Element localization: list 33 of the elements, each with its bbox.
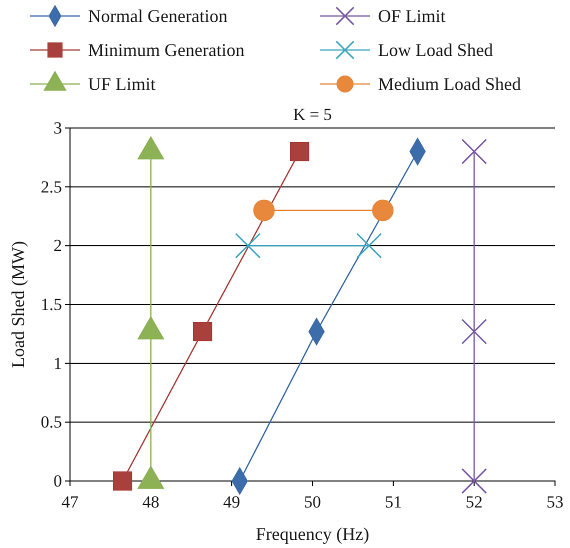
y-tick-label: 0: [54, 471, 62, 490]
y-tick-label: 1: [54, 354, 62, 373]
y-tick-label: 1.5: [40, 294, 62, 314]
point: [356, 232, 382, 258]
y-tick-label: 2.5: [40, 177, 62, 196]
point: [461, 468, 487, 494]
x-tick-label: 52: [466, 492, 483, 512]
point: [192, 322, 212, 342]
legend-label: Low Load Shed: [378, 40, 493, 60]
point: [461, 318, 487, 344]
x-axis-title: Frequency (Hz): [256, 524, 370, 544]
x-tick-label: 53: [546, 492, 564, 512]
point: [235, 232, 261, 258]
point: [290, 142, 310, 162]
legend-label: Minimum Generation: [88, 40, 244, 60]
point: [112, 471, 132, 491]
chart-title: K = 5: [293, 105, 332, 124]
x-tick-label: 48: [142, 492, 160, 512]
legend-label: UF Limit: [88, 74, 156, 94]
y-tick-label: 3: [54, 118, 62, 138]
y-tick-label: 0.5: [40, 412, 62, 432]
y-axis-title: Load Shed (MW): [8, 241, 28, 368]
legend-label: Normal Generation: [88, 6, 228, 26]
point: [461, 138, 487, 164]
x-tick-label: 50: [304, 492, 321, 512]
legend-label: OF Limit: [378, 6, 446, 26]
x-tick-label: 47: [62, 492, 79, 512]
y-tick-label: 2: [54, 236, 62, 256]
legend-label: Medium Load Shed: [378, 74, 521, 94]
point: [372, 200, 394, 222]
x-tick-label: 49: [223, 492, 240, 512]
point: [253, 200, 275, 222]
x-tick-label: 51: [384, 492, 402, 512]
